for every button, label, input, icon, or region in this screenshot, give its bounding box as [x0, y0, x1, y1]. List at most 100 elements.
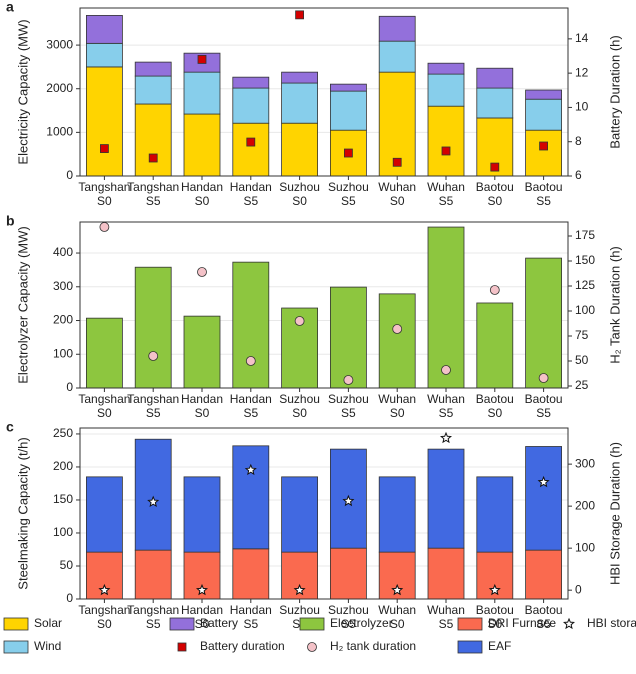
x-tick-label: Baotou S0 [476, 392, 514, 420]
bar-segment [476, 302, 514, 389]
duration-marker [295, 10, 305, 20]
duration-marker [246, 137, 256, 147]
y-axis-label: Electrolyzer Capacity (MW) [15, 226, 30, 383]
x-tick-label: Wuhan S0 [378, 603, 416, 631]
bar-segment [183, 113, 221, 177]
legend-swatch [299, 617, 325, 631]
y2-tick-label: 12 [575, 65, 589, 79]
duration-marker [100, 144, 109, 153]
bar-segment [134, 549, 172, 600]
bar-segment [281, 476, 319, 553]
x-tick-label: Baotou S0 [476, 180, 514, 208]
duration-marker [538, 373, 549, 383]
y2-axis-label: H₂ Tank Duration (h) [607, 246, 622, 364]
y2-axis-label: HBI Storage Duration (h) [607, 442, 622, 585]
duration-marker [489, 285, 500, 295]
plot-frame [79, 7, 569, 177]
y-tick-label: 0 [66, 168, 73, 182]
y-tick-label: 200 [53, 459, 73, 473]
y2-tick-label: 150 [575, 253, 595, 267]
x-tick-label: Suzhou S5 [328, 392, 369, 420]
bar-segment [134, 103, 172, 177]
x-tick-label: Suzhou S5 [328, 180, 369, 208]
bar-segment [427, 448, 465, 549]
x-tick-label: Baotou S5 [525, 180, 563, 208]
bar-segment [378, 293, 416, 389]
duration-marker [441, 146, 451, 156]
bar-segment [525, 129, 562, 177]
y-tick-label: 100 [53, 525, 73, 539]
duration-marker [441, 365, 451, 375]
bar-segment [427, 105, 465, 177]
bar-segment [525, 549, 562, 600]
bar-segment [232, 548, 270, 600]
y-tick-label: 150 [53, 492, 73, 506]
y2-axis-label: Battery Duration (h) [607, 35, 622, 148]
bar-segment [427, 547, 465, 600]
y2-tick-label: 6 [575, 168, 582, 182]
x-tick-label: Handan S5 [230, 603, 272, 631]
duration-marker [148, 351, 159, 361]
legend-marker [177, 642, 187, 652]
y2-tick-label: 200 [575, 498, 595, 512]
duration-marker [392, 324, 403, 334]
legend-label: Wind [34, 639, 61, 653]
legend-swatch [457, 617, 483, 631]
x-tick-label: Wuhan S5 [427, 180, 465, 208]
y2-tick-label: 25 [575, 378, 589, 392]
bar-segment [525, 257, 562, 389]
duration-marker [294, 316, 305, 326]
x-tick-label: Baotou S0 [476, 603, 514, 631]
bar-segment [427, 73, 465, 107]
duration-marker [343, 375, 354, 385]
legend-label: DRI Furnace [488, 616, 556, 630]
y2-tick-label: 8 [575, 134, 582, 148]
y-axis-label: Steelmaking Capacity (t/h) [15, 437, 30, 589]
plot-frame [79, 427, 569, 600]
x-tick-label: Wuhan S5 [427, 392, 465, 420]
legend-label: Electrolyzer [330, 616, 393, 630]
duration-marker [197, 55, 207, 64]
y2-tick-label: 0 [575, 582, 582, 596]
bar-segment [86, 476, 123, 553]
bar-segment [134, 438, 172, 551]
x-tick-label: Baotou S5 [525, 603, 563, 631]
bar-segment [183, 315, 221, 389]
bar-segment [183, 476, 221, 553]
duration-marker [342, 494, 355, 507]
x-tick-label: Wuhan S0 [378, 180, 416, 208]
y2-tick-label: 75 [575, 328, 589, 342]
x-tick-label: Tangshan S5 [127, 180, 179, 208]
duration-marker [392, 157, 402, 167]
duration-marker [98, 583, 111, 596]
x-tick-label: Wuhan S0 [378, 392, 416, 420]
y-tick-label: 1000 [46, 125, 73, 139]
bar-segment [232, 76, 270, 89]
x-tick-label: Tangshan S0 [78, 180, 130, 208]
x-tick-label: Tangshan S0 [78, 603, 130, 631]
duration-marker [293, 583, 306, 596]
bar-segment [281, 82, 319, 124]
bar-segment [183, 71, 221, 115]
bar-segment [329, 90, 367, 131]
x-tick-label: Handan S5 [230, 392, 272, 420]
duration-marker [490, 162, 500, 172]
legend-swatch [169, 617, 195, 631]
bar-segment [232, 445, 270, 550]
bar-segment [281, 71, 319, 84]
y-tick-label: 0 [66, 380, 73, 394]
bar-segment [427, 62, 465, 75]
bar-segment [86, 317, 123, 389]
x-tick-label: Tangshan S0 [78, 392, 130, 420]
y2-tick-label: 100 [575, 303, 595, 317]
y-tick-label: 200 [53, 313, 73, 327]
bar-segment [134, 266, 172, 389]
duration-marker [147, 495, 160, 508]
y2-tick-label: 50 [575, 353, 589, 367]
legend-label: H₂ tank duration [330, 639, 416, 653]
x-tick-label: Handan S0 [181, 603, 223, 631]
bar-segment [232, 122, 270, 177]
y-tick-label: 300 [53, 279, 73, 293]
